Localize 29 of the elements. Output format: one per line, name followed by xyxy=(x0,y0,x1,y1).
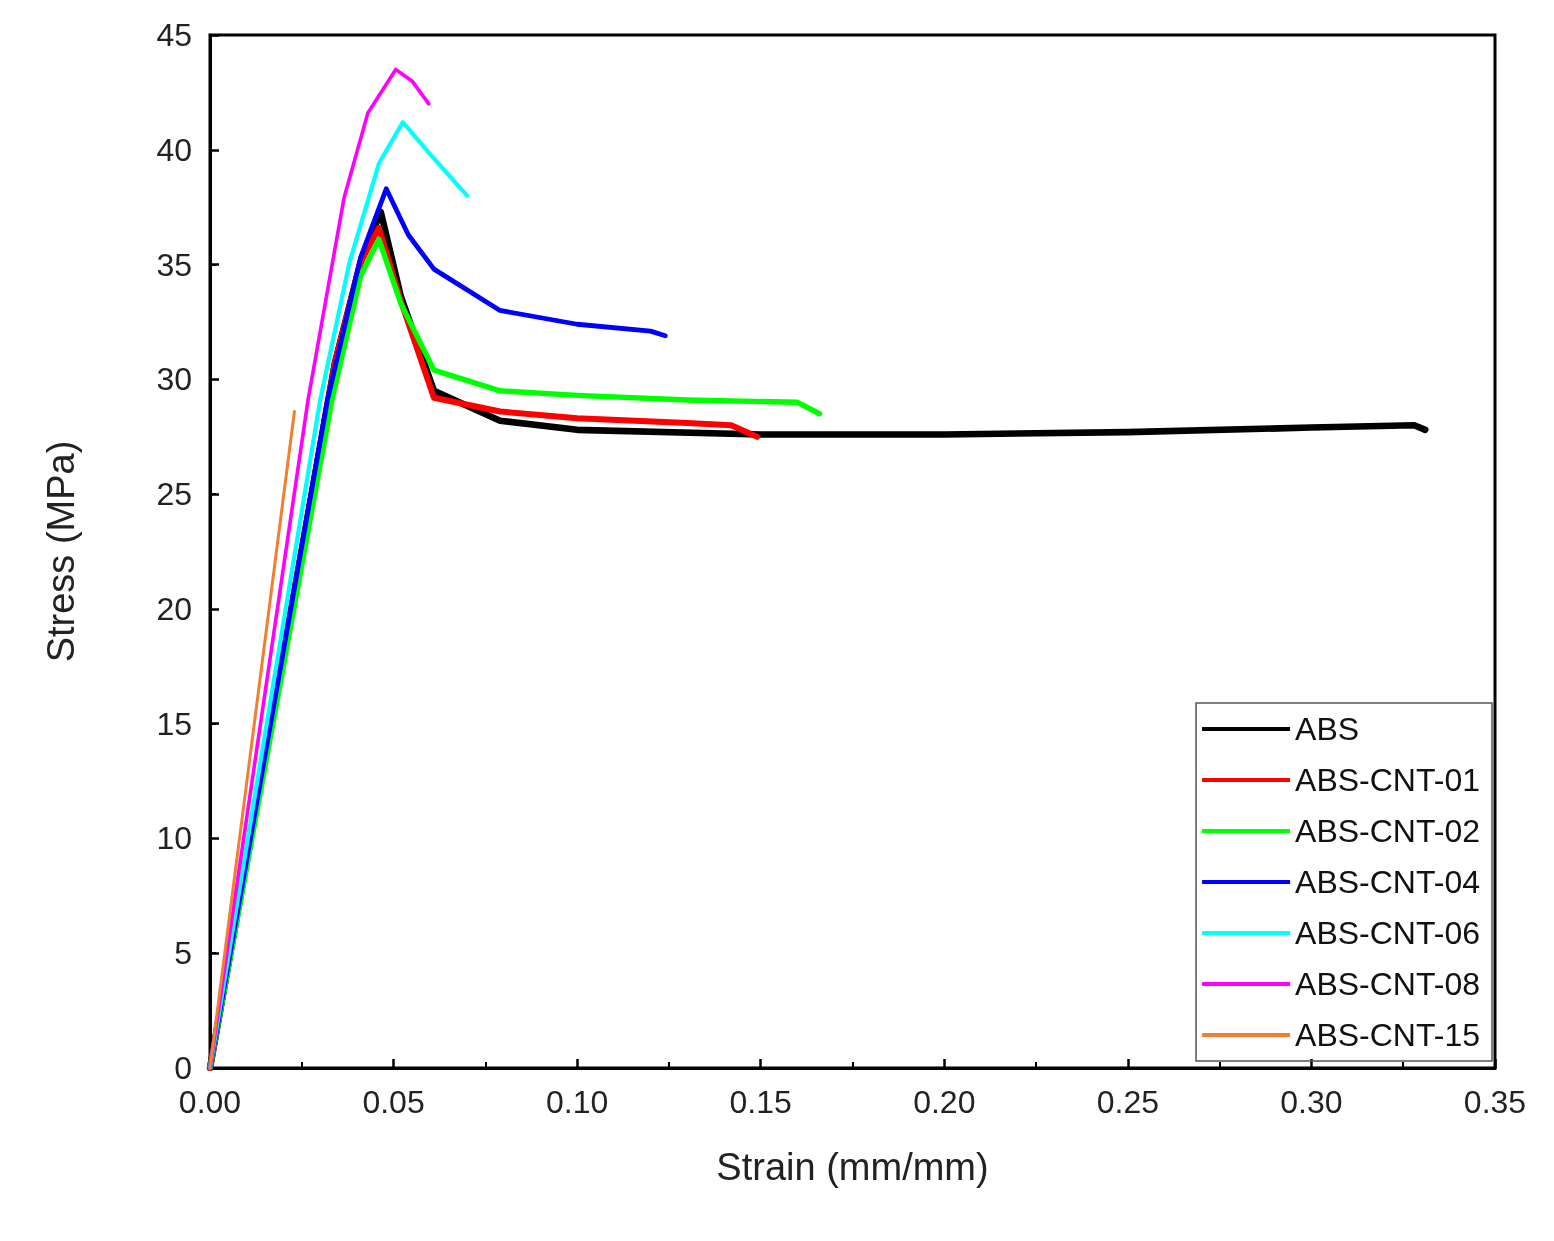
legend-label: ABS-CNT-02 xyxy=(1295,813,1480,849)
y-tick-label: 10 xyxy=(156,820,192,857)
legend-label: ABS-CNT-01 xyxy=(1295,762,1480,798)
legend-label: ABS-CNT-15 xyxy=(1295,1017,1480,1053)
line-series xyxy=(208,67,431,1070)
y-tick-label: 35 xyxy=(156,246,192,283)
y-tick-label: 45 xyxy=(156,17,192,53)
legend-label: ABS-CNT-06 xyxy=(1295,915,1480,951)
x-tick-label: 0.15 xyxy=(729,1084,792,1120)
y-tick-label: 0 xyxy=(174,1050,192,1086)
x-tick-label: 0.30 xyxy=(1280,1084,1343,1120)
y-tick-label: 5 xyxy=(174,935,192,972)
x-tick-label: 0.20 xyxy=(913,1084,976,1120)
y-axis-title: Stress (MPa) xyxy=(40,440,82,663)
y-tick-label: 30 xyxy=(156,361,192,398)
line-series xyxy=(207,120,470,1071)
y-tick-label: 40 xyxy=(156,131,192,168)
y-tick-label: 25 xyxy=(156,476,192,513)
legend-label: ABS-CNT-08 xyxy=(1295,966,1480,1002)
x-tick-label: 0.25 xyxy=(1096,1084,1159,1120)
x-axis-title: Strain (mm/mm) xyxy=(716,1146,989,1188)
x-tick-label: 0.05 xyxy=(362,1084,425,1120)
x-tick-label: 0.35 xyxy=(1463,1084,1527,1120)
legend-label: ABS-CNT-04 xyxy=(1295,864,1480,900)
y-tick-label: 15 xyxy=(156,705,192,742)
legend-label: ABS xyxy=(1295,711,1360,747)
x-tick-label: 0.00 xyxy=(178,1084,242,1120)
x-tick-label: 0.10 xyxy=(546,1084,609,1120)
y-tick-label: 20 xyxy=(156,590,192,627)
